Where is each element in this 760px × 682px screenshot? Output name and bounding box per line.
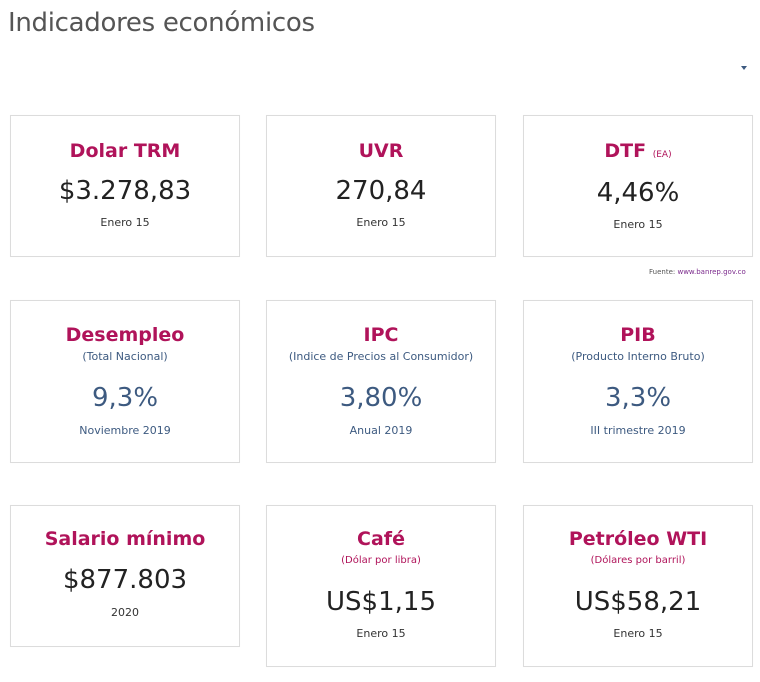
card-value: 9,3% xyxy=(91,383,159,413)
card-date: Enero 15 xyxy=(356,627,406,640)
card-date: III trimestre 2019 xyxy=(590,424,686,437)
card-date: Enero 15 xyxy=(613,218,663,231)
card-title: Café xyxy=(357,528,405,550)
card-subtitle: (Dólares por barril) xyxy=(590,555,686,566)
indicator-card-petroleo-wti: Petróleo WTI (Dólares por barril) US$58,… xyxy=(523,505,753,667)
card-title-suffix: (EA) xyxy=(652,150,672,160)
card-date: Enero 15 xyxy=(356,216,406,229)
card-subtitle: (Producto Interno Bruto) xyxy=(571,350,705,363)
card-subtitle: (Dólar por libra) xyxy=(341,555,421,566)
indicator-card-desempleo: Desempleo (Total Nacional) 9,3% Noviembr… xyxy=(10,300,240,463)
indicator-card-uvr: UVR 270,84 Enero 15 xyxy=(266,115,496,257)
indicator-card-dolar-trm: Dolar TRM $3.278,83 Enero 15 xyxy=(10,115,240,257)
card-date: Enero 15 xyxy=(100,216,150,229)
source-link[interactable]: www.banrep.gov.co xyxy=(677,268,746,276)
card-title: Dolar TRM xyxy=(69,140,181,162)
card-subtitle: (Indice de Precios al Consumidor) xyxy=(288,350,474,363)
card-value: US$58,21 xyxy=(574,587,702,617)
indicator-card-dtf: DTF (EA) 4,46% Enero 15 xyxy=(523,115,753,257)
card-title: IPC xyxy=(363,324,399,346)
card-value: US$1,15 xyxy=(326,587,436,617)
indicator-card-ipc: IPC (Indice de Precios al Consumidor) 3,… xyxy=(266,300,496,463)
card-value: 270,84 xyxy=(335,176,427,206)
card-value: $3.278,83 xyxy=(58,176,192,206)
card-value: 3,80% xyxy=(339,383,423,413)
card-title: UVR xyxy=(358,140,404,162)
card-title: Desempleo xyxy=(65,324,185,346)
card-value: 4,46% xyxy=(596,178,680,208)
card-value: 3,3% xyxy=(604,383,672,413)
card-title: DTF (EA) xyxy=(524,140,752,162)
source-label: Fuente: xyxy=(649,268,676,276)
card-subtitle: (Total Nacional) xyxy=(82,350,168,363)
card-date: Enero 15 xyxy=(613,627,663,640)
indicator-card-salario-minimo: Salario mínimo $877.803 2020 xyxy=(10,505,240,647)
card-date: Noviembre 2019 xyxy=(79,424,171,437)
card-title-text: DTF xyxy=(604,140,647,162)
indicator-card-cafe: Café (Dólar por libra) US$1,15 Enero 15 xyxy=(266,505,496,667)
card-title: Salario mínimo xyxy=(44,528,206,550)
page-title: Indicadores económicos xyxy=(8,8,315,38)
card-title: PIB xyxy=(620,324,656,346)
card-value: $877.803 xyxy=(62,565,188,595)
chevron-down-icon[interactable] xyxy=(741,66,747,70)
card-date: Anual 2019 xyxy=(349,424,413,437)
indicator-card-pib: PIB (Producto Interno Bruto) 3,3% III tr… xyxy=(523,300,753,463)
card-title: Petróleo WTI xyxy=(568,528,708,550)
card-date: 2020 xyxy=(111,606,139,619)
source-note: Fuente: www.banrep.gov.co xyxy=(649,268,746,276)
